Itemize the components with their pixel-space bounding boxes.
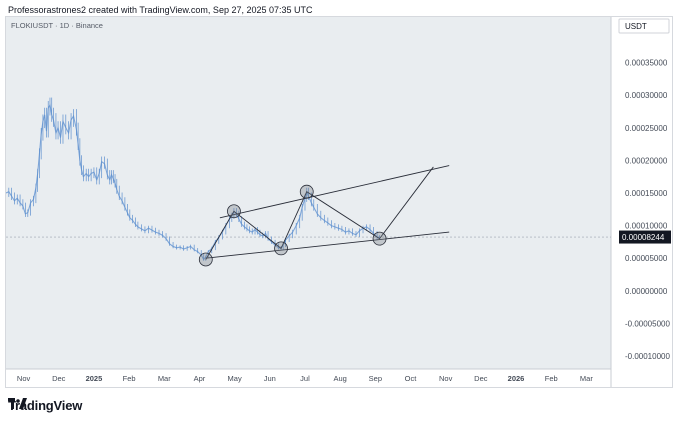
x-tick-label: Feb <box>123 374 136 383</box>
x-tick-label: Aug <box>333 374 346 383</box>
y-tick-label: 0.00025000 <box>625 124 668 133</box>
pivot-circle[interactable] <box>274 241 288 256</box>
x-tick-label: Apr <box>194 374 206 383</box>
time-axis[interactable] <box>6 369 611 387</box>
price-scale[interactable] <box>611 17 672 387</box>
y-tick-label: 0.00035000 <box>625 59 668 68</box>
y-tick-label: 0.00005000 <box>625 254 668 263</box>
pivot-circle[interactable] <box>299 184 314 199</box>
x-tick-label: Sep <box>369 374 382 383</box>
y-tick-label: -0.00010000 <box>625 352 670 361</box>
current-price-badge[interactable] <box>619 230 671 244</box>
y-tick-label: 0.00010000 <box>625 222 668 231</box>
channel-upper-line[interactable] <box>219 165 450 219</box>
x-tick-label: Nov <box>439 374 453 383</box>
y-tick-label: 0.00030000 <box>625 91 668 100</box>
x-tick-label: Dec <box>52 374 66 383</box>
x-tick-label: Dec <box>474 374 488 383</box>
x-tick-label: Nov <box>17 374 31 383</box>
x-tick-label: 2026 <box>508 374 525 383</box>
current-price-label: 0.00008244 <box>622 233 665 242</box>
x-tick-label: Mar <box>580 374 593 383</box>
x-tick-label: Mar <box>158 374 171 383</box>
x-tick-label: Oct <box>405 374 418 383</box>
currency-box[interactable] <box>618 18 670 34</box>
x-tick-label: May <box>228 374 242 383</box>
x-tick-label: Jul <box>300 374 310 383</box>
y-tick-label: 0.00020000 <box>625 156 668 165</box>
y-tick-label: -0.00005000 <box>625 319 670 328</box>
chart-caption: Professorastrones2 created with TradingV… <box>8 5 313 15</box>
y-tick-label: 0.00000000 <box>625 287 668 296</box>
pivot-circle[interactable] <box>372 231 387 246</box>
x-tick-label: Jun <box>264 374 276 383</box>
x-tick-label: Feb <box>545 374 558 383</box>
tradingview-wordmark: TradingView <box>8 398 83 413</box>
price-chart[interactable]: FLOKIUSDT · 1D · Binance USDT 0.00035000 0.… <box>6 17 672 387</box>
pivot-circle[interactable] <box>227 204 241 219</box>
y-tick-label: 0.00015000 <box>625 189 668 198</box>
pivot-circle[interactable] <box>198 252 213 267</box>
chart-frame[interactable]: FLOKIUSDT · 1D · Binance USDT 0.00035000 0.… <box>5 16 673 388</box>
tradingview-branding[interactable]: TradingView <box>8 398 82 413</box>
channel-lower-line[interactable] <box>205 231 450 259</box>
zigzag-pattern[interactable] <box>205 166 434 260</box>
tradingview-logo-icon <box>8 398 27 409</box>
currency-label: USDT <box>625 22 647 31</box>
x-tick-label: 2025 <box>86 374 103 383</box>
chart-title: FLOKIUSDT · 1D · Binance <box>11 21 103 30</box>
